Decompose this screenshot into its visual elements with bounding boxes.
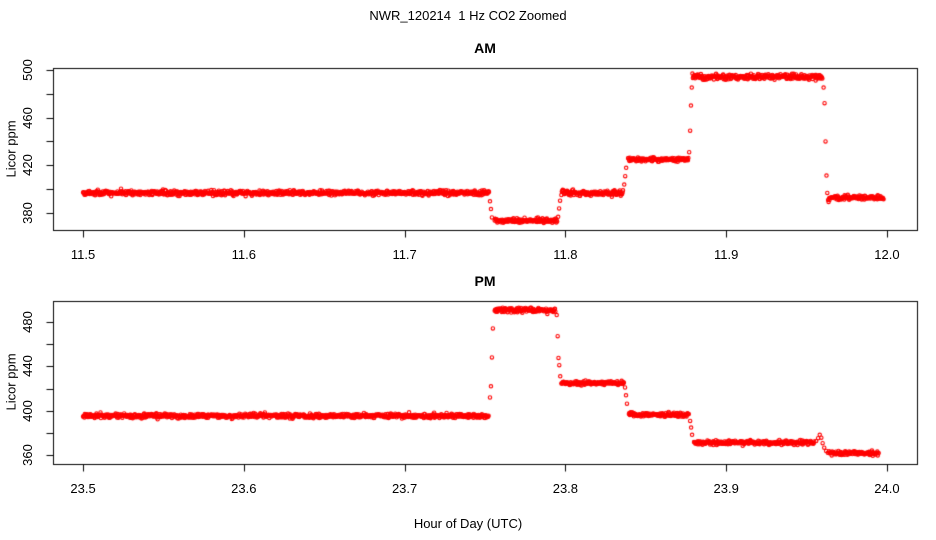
- y-tick-label: 480: [20, 310, 35, 333]
- y-tick-label: 360: [20, 444, 35, 467]
- x-axis-label: Hour of Day (UTC): [413, 516, 523, 531]
- panel-title-am: AM: [474, 40, 496, 56]
- y-tick-label: 420: [20, 154, 35, 177]
- x-tick-label: 11.7: [392, 247, 417, 262]
- y-tick-label: 400: [20, 400, 35, 422]
- x-tick-label: 23.9: [713, 480, 739, 496]
- y-axis-label-am: Licor ppm: [3, 120, 19, 178]
- x-tick-label: 23.7: [391, 480, 418, 496]
- y-axis-label-pm: Licor ppm: [3, 353, 19, 411]
- y-tick-label: 440: [20, 355, 35, 378]
- y-tick-label: 460: [20, 106, 35, 129]
- panel-title-pm: PM: [474, 273, 496, 289]
- x-tick-label: 11.8: [553, 247, 578, 262]
- x-tick-label: 23.5: [70, 480, 96, 496]
- x-tick-label: 11.5: [70, 247, 96, 262]
- x-tick-label: 12.0: [874, 247, 900, 262]
- y-tick-label: 500: [20, 58, 35, 81]
- x-tick-label: 11.6: [231, 247, 256, 262]
- main-title: NWR_120214 1 Hz CO2 Zoomed: [369, 8, 567, 23]
- x-tick-label: 23.8: [552, 480, 579, 496]
- y-tick-label: 380: [20, 202, 35, 225]
- x-tick-label: 23.6: [231, 480, 257, 496]
- x-tick-label: 24.0: [874, 480, 900, 496]
- x-tick-label: 11.9: [713, 247, 739, 262]
